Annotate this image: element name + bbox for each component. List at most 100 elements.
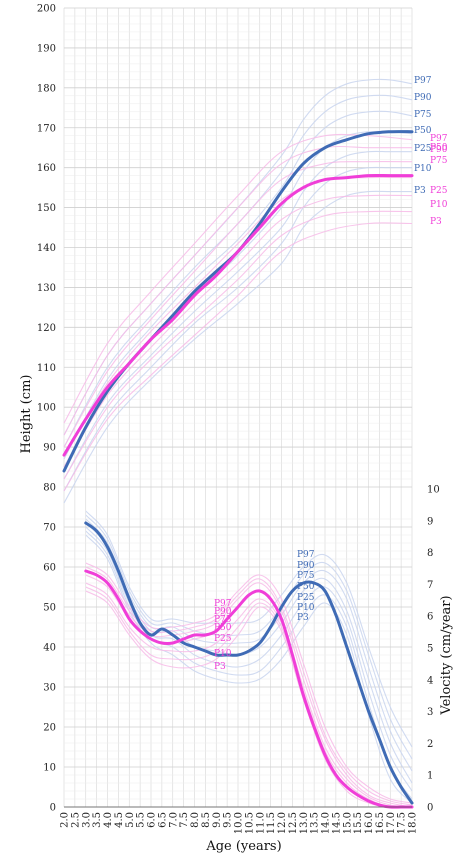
x-tick-label: 16.0 (364, 812, 375, 834)
x-axis-title: Age (years) (205, 839, 281, 854)
velocity-left-tick-label: 70 (43, 523, 56, 534)
left-y-axis-title: Height (cm) (19, 375, 34, 454)
girl-height-label-p25: P25 (430, 186, 448, 196)
velocity-right-tick-label: 6 (427, 612, 433, 623)
x-tick-label: 17.0 (386, 812, 397, 834)
height-tick-label: 140 (37, 243, 56, 254)
boy-height-label-p25: P25 (414, 144, 432, 154)
girl-velocity-label-p10: P10 (214, 649, 232, 659)
velocity-left-tick-label: 0 (50, 803, 56, 814)
x-tick-label: 14.5 (331, 812, 342, 834)
x-tick-label: 13.5 (310, 812, 321, 834)
percentile-reference-curves (63, 78, 413, 809)
girl-velocity-label-p3: P3 (214, 662, 226, 672)
x-tick-label: 2.5 (70, 812, 81, 828)
boy-velocity-p90-curve (85, 514, 413, 760)
height-tick-label: 130 (37, 283, 56, 294)
girl-velocity-p25-curve (85, 582, 413, 809)
x-tick-label: 8.0 (190, 812, 201, 828)
height-tick-label: 90 (43, 443, 56, 454)
boy-velocity-label-p25: P25 (297, 593, 315, 603)
x-tick-label: 15.0 (342, 812, 353, 834)
height-tick-label: 160 (37, 163, 56, 174)
boy-height-label-p3: P3 (414, 186, 426, 196)
boy-velocity-label-p90: P90 (297, 561, 315, 571)
boy-velocity-label-p3: P3 (297, 613, 309, 623)
girl-velocity-label-p97: P97 (214, 599, 232, 609)
boy-velocity-line (84, 521, 414, 805)
x-tick-label: 10.0 (234, 812, 245, 834)
height-tick-label: 80 (43, 483, 56, 494)
percentile-labels: P97P90P75P50P25P10P3P97P90P75P50P25P10P3… (214, 76, 448, 672)
boy-height-label-p90: P90 (414, 93, 432, 103)
x-tick-label: 3.0 (81, 812, 92, 828)
velocity-right-tick-label: 8 (427, 548, 433, 559)
x-tick-label: 9.0 (212, 812, 223, 828)
boy-height-label-p10: P10 (414, 164, 432, 174)
velocity-left-tick-label: 40 (43, 643, 56, 654)
x-tick-label: 5.5 (136, 812, 147, 828)
girl-height-p25-curve (63, 194, 413, 468)
x-tick-label: 15.5 (353, 812, 364, 834)
x-tick-label: 12.5 (288, 812, 299, 834)
child-series (62, 130, 414, 809)
x-tick-label: 6.0 (147, 812, 158, 828)
height-tick-label: 110 (37, 363, 56, 374)
girl-velocity-line (84, 569, 414, 809)
x-tick-label: 13.0 (299, 812, 310, 834)
girl-velocity-label-p50: P50 (214, 623, 232, 633)
x-tick-label: 6.5 (157, 812, 168, 828)
height-tick-label: 180 (37, 83, 56, 94)
boy-velocity-p97-curve (85, 510, 413, 748)
girl-height-label-p3: P3 (430, 217, 442, 227)
x-tick-label: 5.0 (125, 812, 136, 828)
x-tick-label: 4.5 (114, 812, 125, 828)
x-tick-label: 7.0 (168, 812, 179, 828)
boy-height-p25-curve (63, 150, 412, 480)
velocity-left-tick-label: 50 (43, 603, 56, 614)
x-tick-label: 4.0 (103, 812, 114, 828)
boy-velocity-label-p75: P75 (297, 571, 315, 581)
height-tick-label: 120 (37, 323, 56, 334)
x-tick-label: 16.5 (375, 812, 386, 834)
girl-height-p75-curve (63, 160, 413, 448)
girl-height-p3-curve (63, 222, 413, 492)
velocity-left-tick-label: 60 (43, 563, 56, 574)
velocity-right-tick-label: 0 (427, 803, 433, 814)
boy-height-label-p50: P50 (414, 126, 432, 136)
velocity-right-tick-label: 7 (427, 580, 433, 591)
girl-height-label-p97: P97 (430, 134, 448, 144)
girl-velocity-label-p25: P25 (214, 634, 232, 644)
girl-velocity-label-p75: P75 (214, 615, 232, 625)
x-tick-label: 3.5 (92, 812, 103, 828)
axes: 8090100110120130140150160170180190200010… (37, 4, 440, 835)
x-tick-label: 2.0 (60, 812, 71, 828)
right-y-axis-title: Velocity (cm/year) (439, 595, 454, 715)
x-tick-label: 17.5 (397, 812, 408, 834)
boy-height-p90-curve (63, 94, 413, 448)
boy-height-p3-curve (63, 190, 412, 504)
velocity-right-tick-label: 9 (427, 516, 433, 527)
velocity-right-tick-label: 1 (427, 771, 433, 782)
x-tick-label: 11.5 (266, 812, 277, 834)
velocity-right-tick-label: 10 (427, 485, 440, 496)
boy-velocity-label-p97: P97 (297, 550, 315, 560)
height-tick-label: 100 (37, 403, 56, 414)
boy-velocity-label-p10: P10 (297, 603, 315, 613)
x-tick-label: 12.0 (277, 812, 288, 834)
height-tick-label: 170 (37, 123, 56, 134)
girl-height-p90-curve (63, 145, 412, 436)
boy-height-label-p75: P75 (414, 110, 432, 120)
girl-height-p97-curve (63, 133, 413, 424)
height-tick-label: 200 (37, 4, 56, 15)
velocity-right-tick-label: 3 (427, 707, 433, 718)
x-tick-label: 7.5 (179, 812, 190, 828)
girl-velocity-p97-curve (85, 562, 413, 804)
velocity-right-tick-label: 5 (427, 644, 433, 655)
boy-height-p10-curve (63, 166, 412, 492)
girl-height-label-p75: P75 (430, 156, 448, 166)
girl-height-label-p10: P10 (430, 200, 448, 210)
boy-height-p75-curve (63, 110, 413, 460)
